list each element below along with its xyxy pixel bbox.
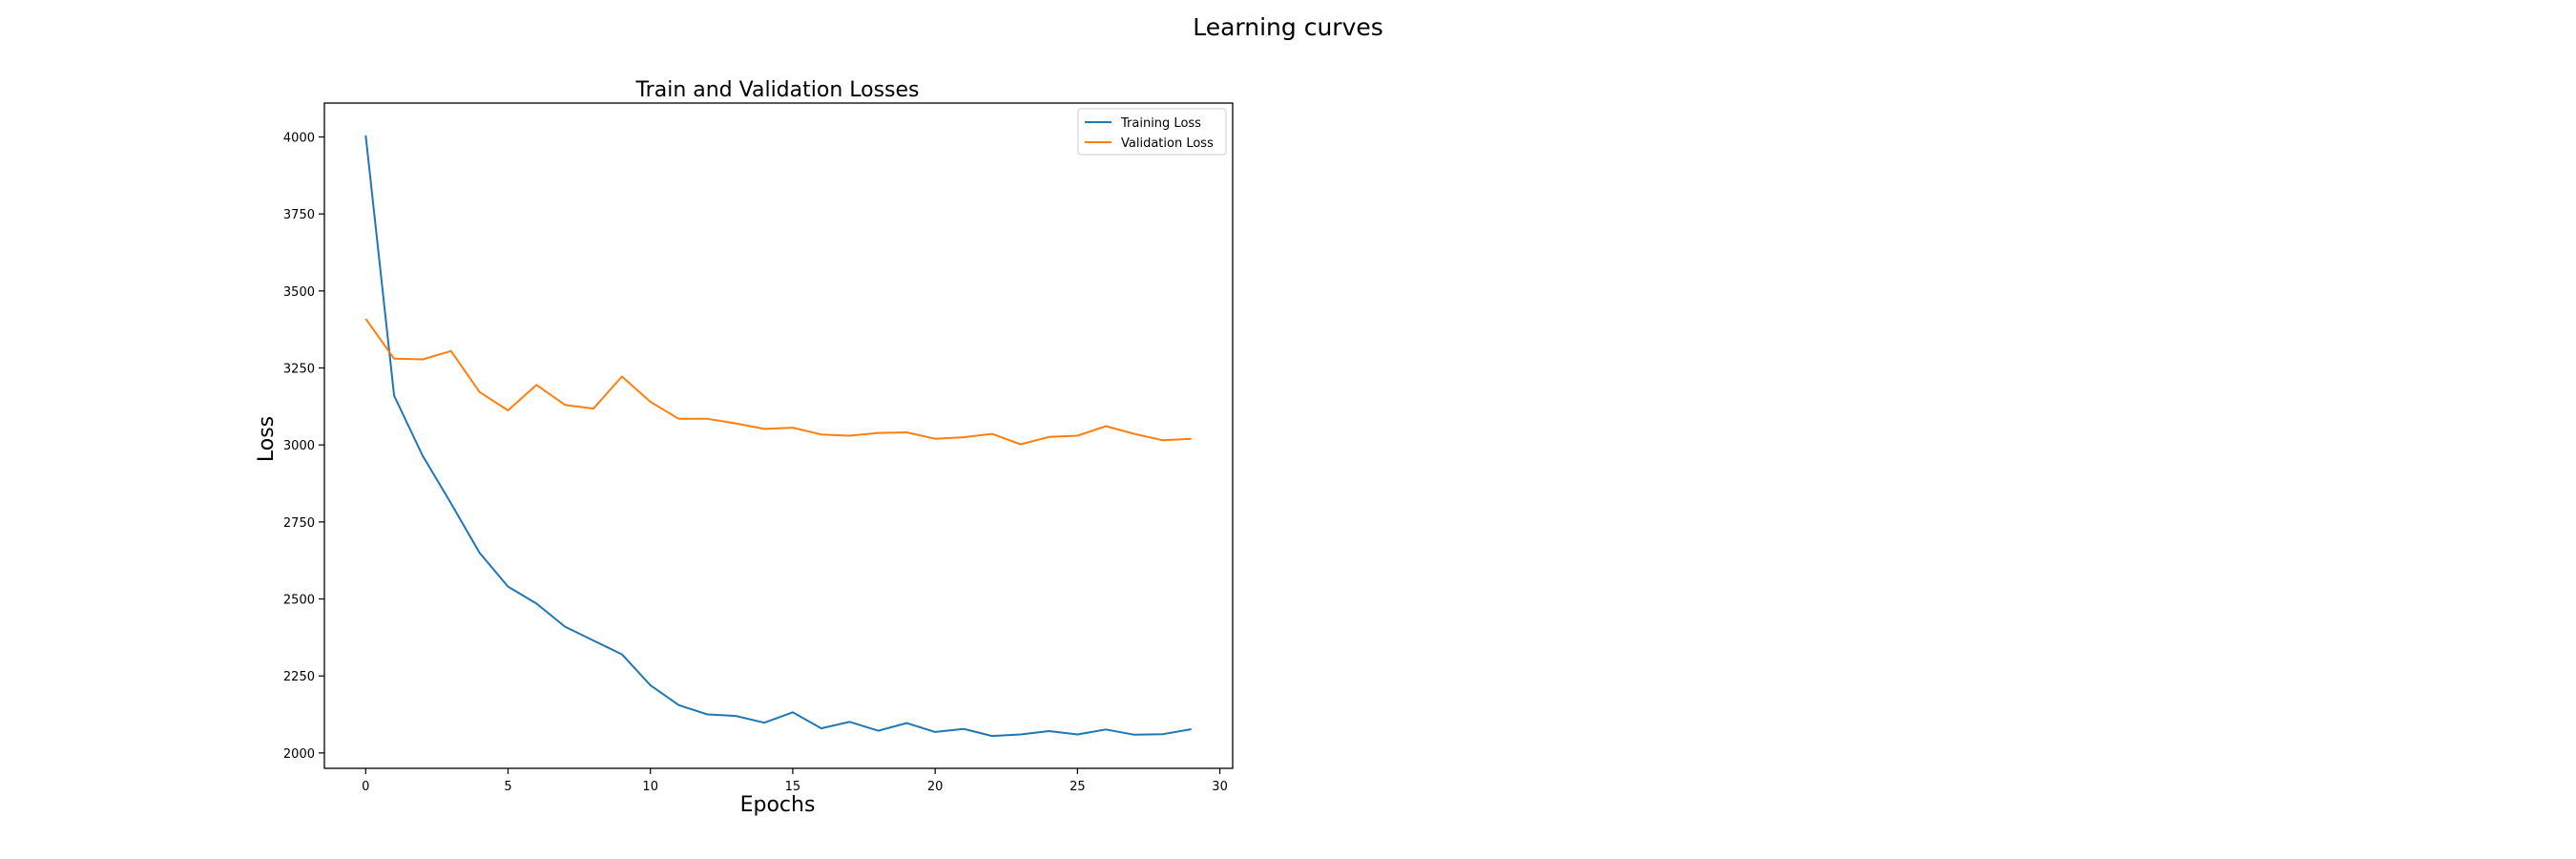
x-axis-label: Epochs [740,793,816,817]
training-loss-line [364,135,1192,738]
y-tick-label: 3500 [283,285,315,300]
legend: Training Loss Validation Loss [1077,108,1227,156]
y-tick-label: 3000 [283,439,315,453]
legend-label: Validation Loss [1121,136,1214,151]
y-tick-label: 3750 [283,208,315,222]
y-tick-label: 4000 [283,131,315,145]
y-tick-label: 2250 [283,670,315,684]
series-lines [364,135,1192,738]
x-tick-label: 30 [1212,780,1228,794]
x-tick-label: 15 [785,780,801,794]
figure-suptitle: Learning curves [1193,13,1383,41]
x-tick-label: 20 [927,780,944,794]
axis-ticks: 0 5 10 15 20 25 30 2000 2250 2500 2750 3000 3250 3500… [283,131,1228,794]
x-tick-label: 10 [642,780,658,794]
y-tick-label: 2500 [283,594,315,608]
y-tick-label: 2000 [283,747,315,762]
legend-box [1077,108,1227,156]
x-tick-label: 25 [1070,780,1086,794]
plot-axes: Train and Validation Losses Epochs Loss … [255,78,1234,817]
plot-frame [323,102,1234,769]
y-axis-label: Loss [255,416,279,462]
x-tick-label: 5 [504,780,511,794]
validation-loss-line [364,318,1192,446]
y-tick-label: 2750 [283,516,315,531]
chart-title: Train and Validation Losses [634,78,919,102]
legend-label: Training Loss [1120,116,1201,131]
x-tick-label: 0 [362,780,369,794]
y-tick-label: 3250 [283,363,315,377]
